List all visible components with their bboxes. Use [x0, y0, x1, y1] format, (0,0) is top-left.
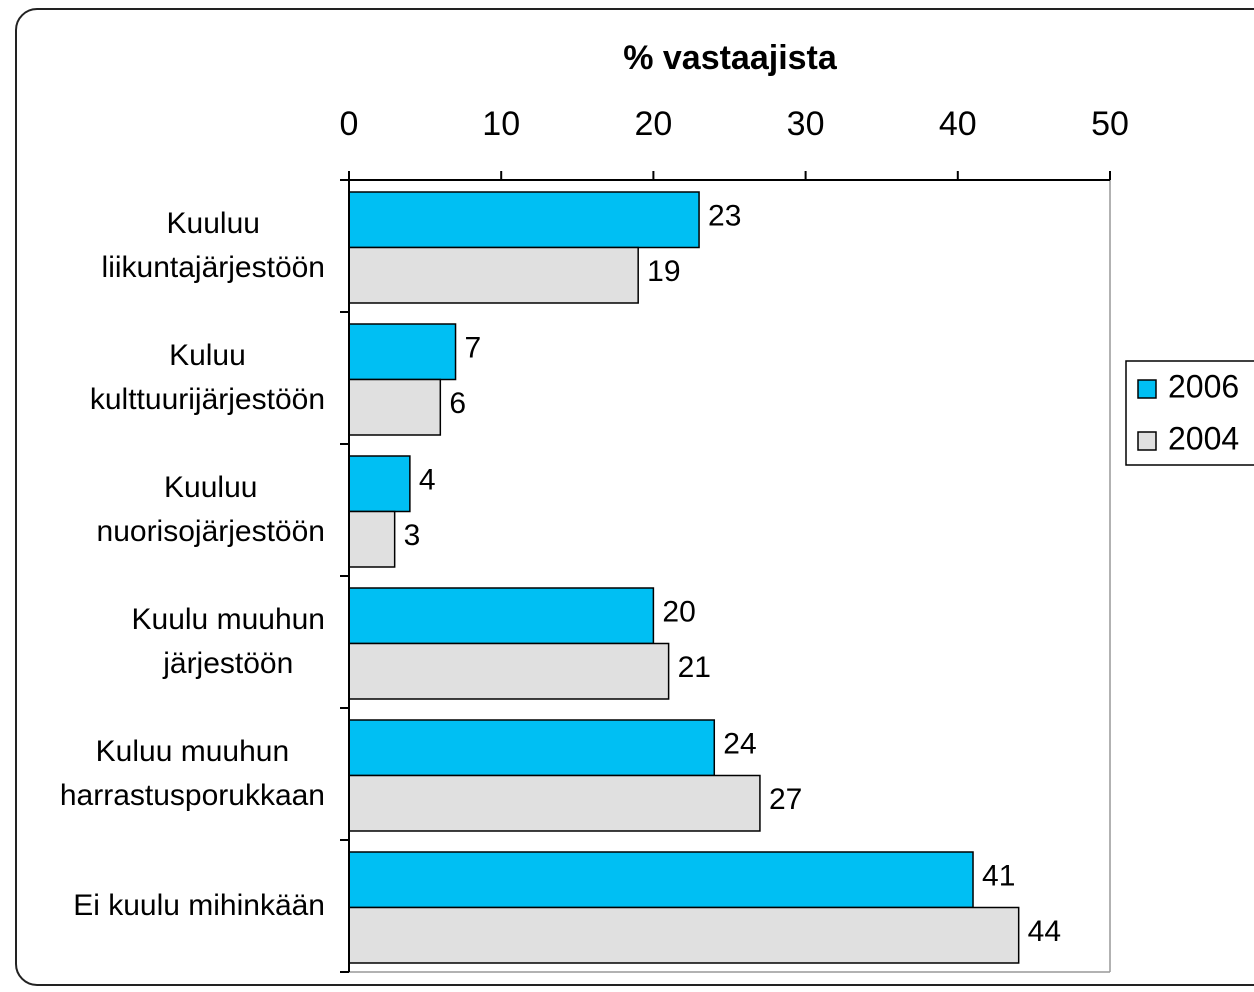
- value-label: 6: [449, 387, 466, 420]
- legend-swatch: [1137, 379, 1157, 399]
- legend-label: 2004: [1168, 420, 1239, 456]
- bar: [348, 774, 761, 832]
- x-tick-label: 30: [787, 105, 825, 143]
- value-label: 20: [662, 596, 695, 629]
- bar: [348, 455, 411, 513]
- bar: [348, 906, 1020, 964]
- chart-frame: [15, 8, 1254, 986]
- value-label: 4: [419, 464, 436, 497]
- value-label: 23: [708, 200, 741, 233]
- bar: [348, 510, 396, 568]
- value-label: 7: [465, 332, 482, 365]
- category-text: Kuuluu nuorisojärjestöön: [96, 471, 325, 548]
- bar: [348, 191, 700, 249]
- category-label: Kuulu muuhun järjestöön: [20, 576, 325, 708]
- bar: [348, 642, 670, 700]
- x-tick-label: 0: [340, 105, 359, 143]
- category-label: Kuluu muuhun harrastusporukkaan: [20, 708, 325, 840]
- category-text: Kuluu muuhun harrastusporukkaan: [59, 735, 325, 812]
- value-label: 44: [1028, 915, 1061, 948]
- category-text: Kuulu muuhun järjestöön: [131, 603, 325, 680]
- bar: [348, 587, 655, 645]
- bar: [348, 323, 457, 381]
- value-label: 19: [647, 255, 680, 288]
- bar: [348, 851, 974, 909]
- value-label: 24: [723, 728, 756, 761]
- value-label: 3: [404, 519, 421, 552]
- value-label: 21: [678, 651, 711, 684]
- bar: [348, 719, 716, 777]
- value-label: 41: [982, 860, 1015, 893]
- x-tick-label: 50: [1091, 105, 1129, 143]
- legend-swatch: [1137, 431, 1157, 451]
- x-tick-label: 10: [482, 105, 520, 143]
- category-label: Kuuluu liikuntajärjestöön: [20, 180, 325, 312]
- x-tick-label: 20: [634, 105, 672, 143]
- category-label: Ei kuulu mihinkään: [20, 840, 325, 972]
- bar: [348, 246, 639, 304]
- category-label: Kuluu kulttuurijärjestöön: [20, 312, 325, 444]
- category-label: Kuuluu nuorisojärjestöön: [20, 444, 325, 576]
- legend-label: 2006: [1168, 368, 1239, 404]
- x-tick-label: 40: [939, 105, 977, 143]
- category-text: Kuluu kulttuurijärjestöön: [89, 339, 325, 416]
- bar: [348, 378, 442, 436]
- category-text: Kuuluu liikuntajärjestöön: [101, 207, 325, 284]
- axis-title: % vastaajista: [623, 39, 838, 77]
- category-text: Ei kuulu mihinkään: [73, 889, 325, 922]
- value-label: 27: [769, 783, 802, 816]
